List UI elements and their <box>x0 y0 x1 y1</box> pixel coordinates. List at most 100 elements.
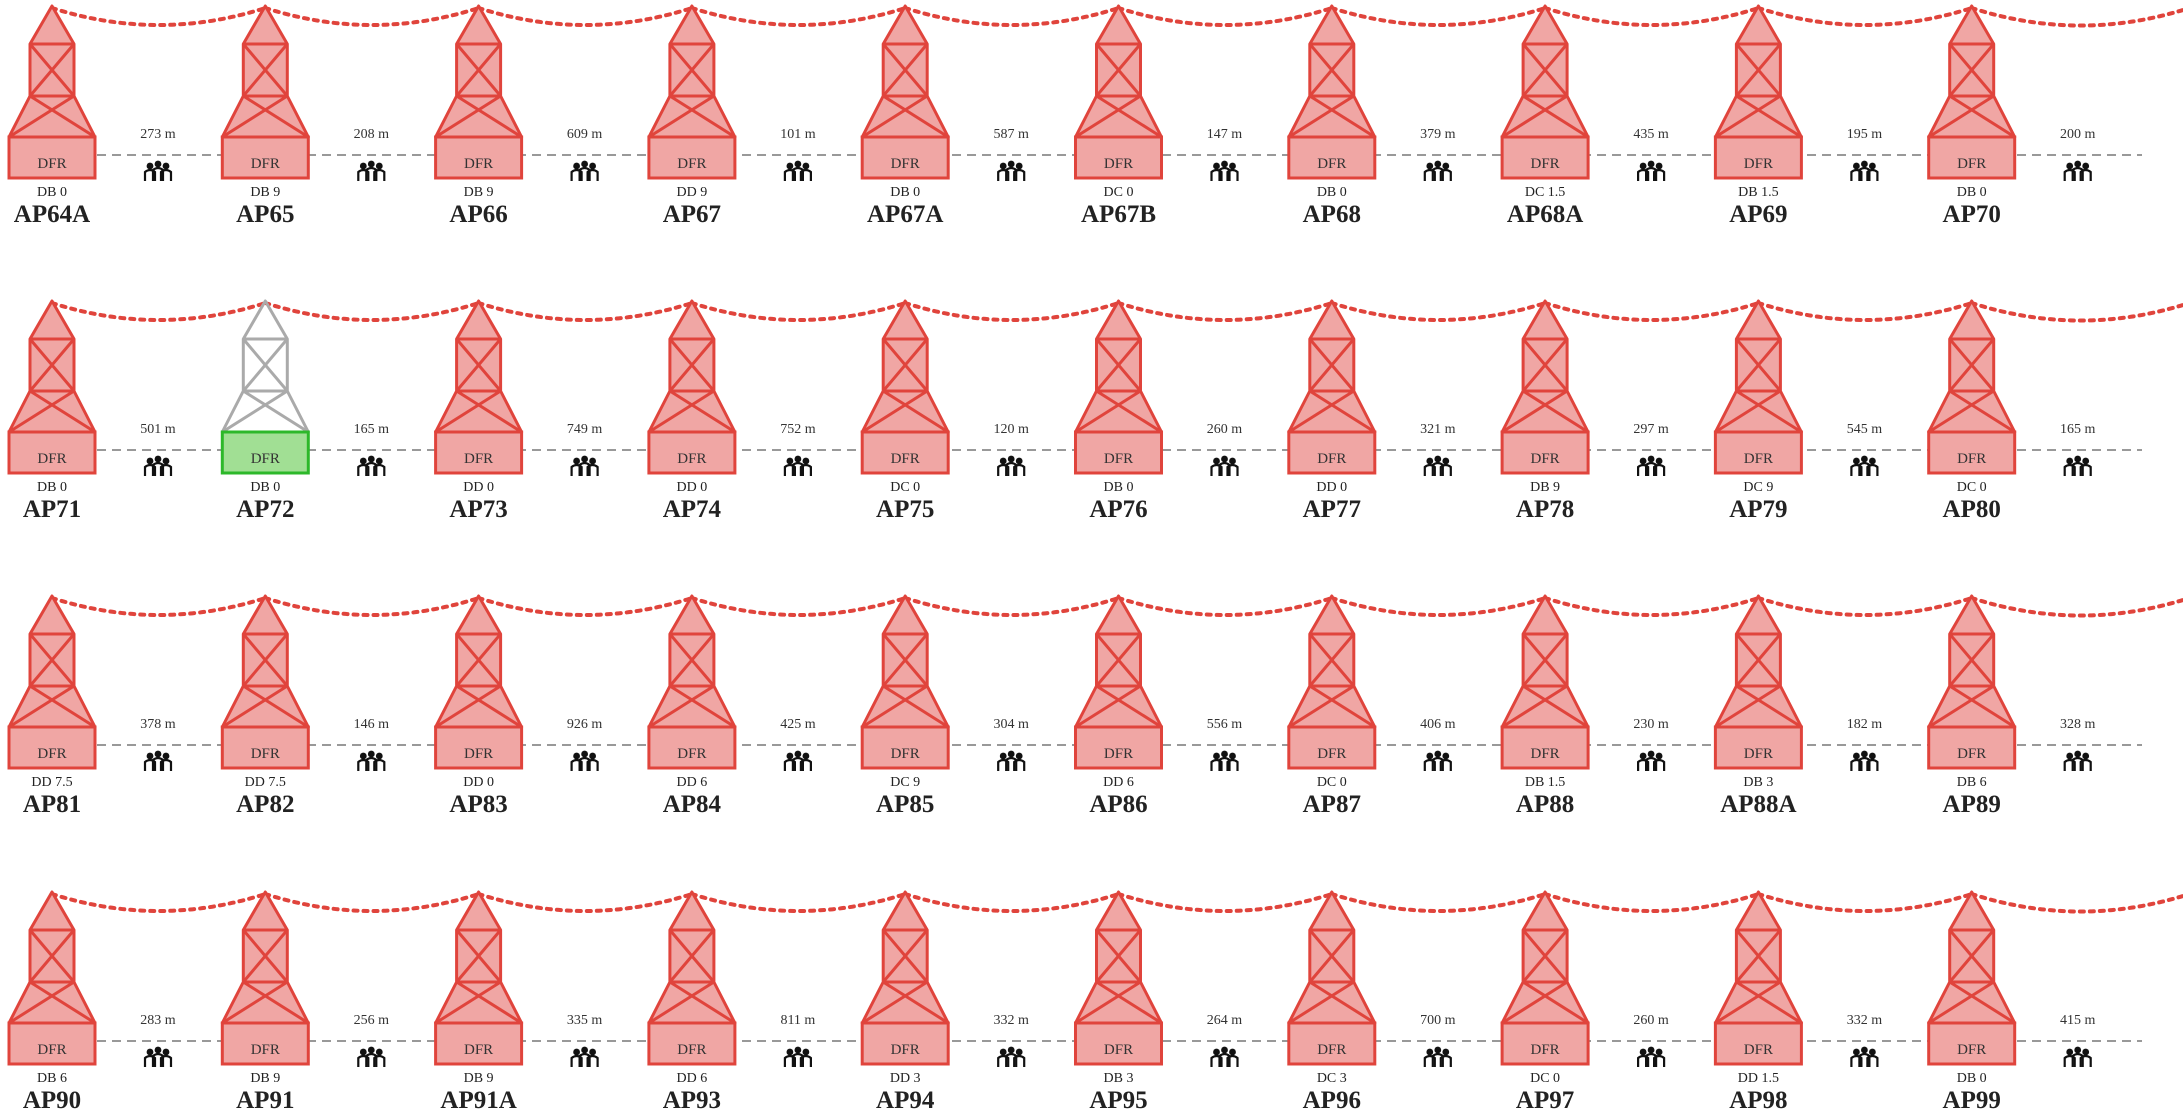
span: 749 m <box>567 422 602 476</box>
tower-name: AP85 <box>876 791 934 818</box>
tower-code: DB 9 <box>250 185 280 200</box>
tower-code: DB 0 <box>1317 185 1347 200</box>
tower-base-label: DFR <box>464 156 493 172</box>
tower-code: DB 3 <box>1743 775 1773 790</box>
tower-code: DD 0 <box>463 775 494 790</box>
span: 752 m <box>780 422 816 476</box>
tower-base-label: DFR <box>1531 1042 1560 1058</box>
span: 811 m <box>780 1013 815 1067</box>
tower-name: AP99 <box>1943 1087 2001 1114</box>
people-icon <box>570 750 599 771</box>
span: 165 m <box>354 422 389 476</box>
transmission-tower-icon <box>860 299 950 434</box>
span: 556 m <box>1207 717 1242 771</box>
span-distance: 260 m <box>1207 422 1243 437</box>
tower-code: DB 9 <box>464 1071 494 1086</box>
tower-name: AP96 <box>1303 1087 1361 1114</box>
tower-name: AP91 <box>236 1087 294 1114</box>
span-distance: 609 m <box>567 127 603 142</box>
tower-name: AP91A <box>440 1087 516 1114</box>
span: 378 m <box>140 717 176 771</box>
tower-base <box>220 430 310 475</box>
people-icon <box>2063 160 2092 181</box>
span-distance: 208 m <box>354 127 390 142</box>
tower-base <box>1074 135 1163 180</box>
tower-base-label: DFR <box>1317 451 1346 467</box>
transmission-tower-icon <box>1927 594 2017 729</box>
tower-name: AP81 <box>23 791 81 818</box>
tower-base-label: DFR <box>677 746 706 762</box>
tower-name: AP64A <box>14 201 90 228</box>
span-distance: 587 m <box>994 127 1030 142</box>
tower-code: DB 0 <box>1957 1071 1987 1086</box>
tower-base-label: DFR <box>891 451 920 467</box>
span-distance: 435 m <box>1633 127 1669 142</box>
transmission-tower-icon <box>1713 299 1803 434</box>
span: 260 m <box>1207 422 1243 476</box>
people-icon <box>357 160 386 181</box>
span-distance: 811 m <box>780 1013 815 1028</box>
span: 283 m <box>140 1013 176 1067</box>
span-distance: 304 m <box>994 717 1030 732</box>
tower-base-label: DFR <box>1317 156 1346 172</box>
transmission-tower-icon <box>1287 594 1377 729</box>
tower-base-label: DFR <box>1957 746 1986 762</box>
transmission-tower-icon <box>7 4 97 139</box>
span: 260 m <box>1633 1013 1669 1067</box>
span-distance: 256 m <box>354 1013 390 1028</box>
span-distance: 200 m <box>2060 127 2096 142</box>
tower-base <box>860 725 950 770</box>
people-icon <box>1637 1046 1666 1067</box>
tower-name: AP84 <box>663 791 722 818</box>
tower-code: DB 9 <box>250 1071 280 1086</box>
tower-base <box>1927 430 2017 475</box>
tower-code: DB 0 <box>1104 480 1134 495</box>
tower-code: DD 7.5 <box>245 775 286 790</box>
tower-base-label: DFR <box>1744 156 1773 172</box>
transmission-tower-icon <box>647 299 737 434</box>
tower-code: DC 9 <box>1743 480 1773 495</box>
people-icon <box>1637 455 1666 476</box>
transmission-tower-icon <box>434 4 524 139</box>
